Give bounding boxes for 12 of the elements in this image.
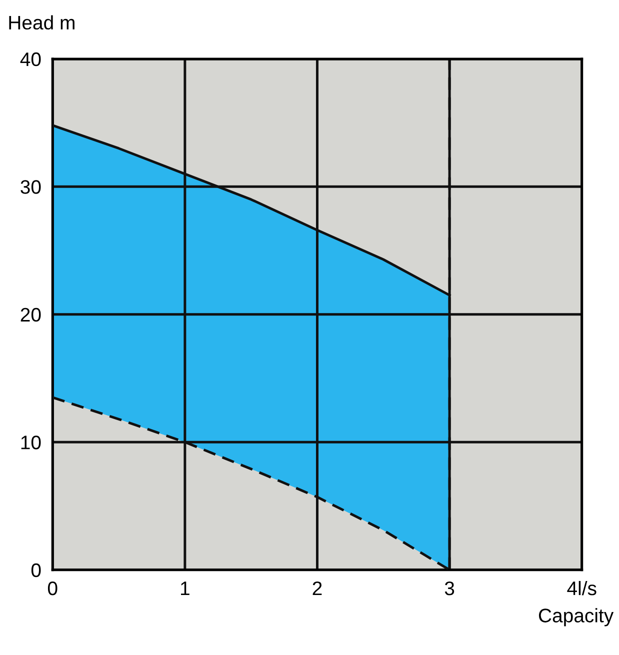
x-axis-title: Capacity	[538, 608, 614, 626]
x-tick-label: 2	[312, 581, 322, 596]
y-tick-label: 30	[20, 180, 41, 194]
x-tick-label: 1	[181, 582, 190, 596]
x-tick-label: 4l/s	[567, 580, 596, 596]
y-tick-label: 10	[21, 436, 41, 450]
x-tick-label: 0	[48, 581, 58, 596]
x-tick-label: 3	[444, 581, 454, 596]
y-tick-label: 0	[31, 563, 41, 578]
y-tick-label: 20	[20, 308, 41, 322]
y-axis-title: Head m	[9, 15, 74, 30]
y-tick-label: 40	[20, 52, 41, 66]
